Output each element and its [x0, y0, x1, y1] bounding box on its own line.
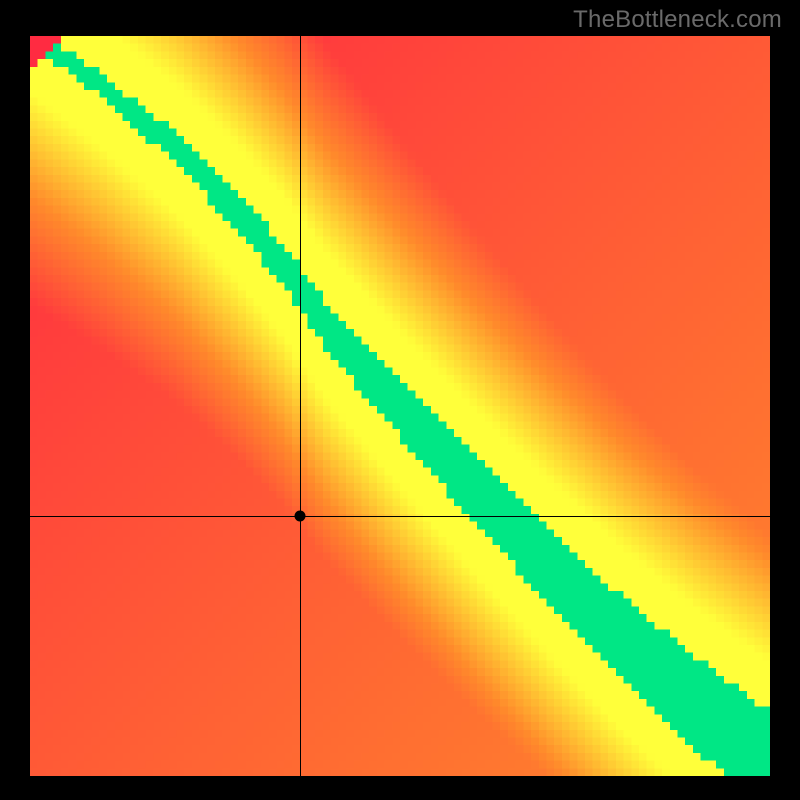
crosshair-horizontal-line — [30, 516, 770, 517]
plot-area — [30, 36, 770, 776]
heatmap-canvas — [30, 36, 770, 776]
crosshair-marker — [295, 510, 306, 521]
watermark-text: TheBottleneck.com — [573, 6, 782, 34]
figure-frame: TheBottleneck.com — [0, 0, 800, 800]
crosshair-vertical-line — [300, 36, 301, 776]
